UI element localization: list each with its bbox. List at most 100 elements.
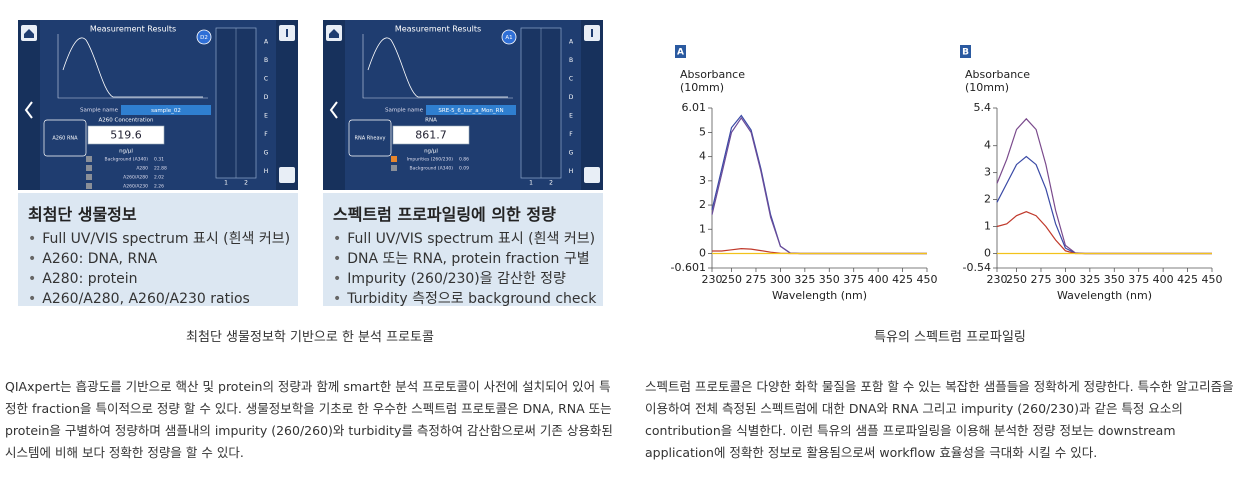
badge-text: A1 [505,35,512,41]
paragraph: QIAxpert는 흡광도를 기반으로 핵산 및 protein의 정량과 함께… [5,379,613,460]
y-tick-label: 4 [699,150,706,163]
plate-col-label: 2 [549,180,553,187]
y-tick-label: 1 [699,222,706,235]
x-tick-label: 350 [819,273,840,286]
badge [501,29,517,45]
x-tick-label: 250 [721,273,742,286]
x-tick-label: 400 [1153,273,1174,286]
bullet-list: Full UV/VIS spectrum 표시 (흰색 커브)A260: DNA… [18,229,298,309]
row-value: 0.31 [154,157,164,163]
back-arrow [329,101,338,119]
x-tick-label: 300 [1055,273,1076,286]
y-tick-label: 5 [699,125,706,138]
info-icon [286,29,288,37]
plate-row-label: G [264,150,269,157]
x-tick-label: 325 [794,273,815,286]
y-tick-label: 3 [984,166,991,179]
row-value: 0.86 [459,157,469,163]
result-label: A260 Concentration [99,118,154,124]
sample-field [426,105,516,115]
x-tick-label: 425 [892,273,913,286]
chart-badge [960,45,971,58]
bullet-item: DNA 또는 RNA, protein fraction 구별 [333,249,603,269]
result-unit: ng/µl [424,149,438,155]
plate-row-label: B [264,57,268,64]
screen-title: Measurement Results [395,25,481,34]
row-icon [86,174,92,180]
result-value: 519.6 [110,129,142,142]
back-arrow [24,101,33,119]
chart-label: A [677,48,684,58]
row-icon [86,183,92,189]
x-tick-label: 300 [770,273,791,286]
x-tick-label: 375 [1128,273,1149,286]
chart-label: B [962,48,969,58]
caption: 최첨단 생물정보학 기반으로 한 분석 프로토콜 [186,330,434,345]
badge [196,29,212,45]
y-axis-label: Absorbance [680,68,745,81]
row-label: Impurities (260/230) [407,157,454,163]
info-icon [591,29,593,37]
row-icon [391,165,397,171]
plate-row-label: A [264,39,269,46]
type-box [348,119,392,157]
bullet-item: A260: DNA, RNA [28,249,298,269]
sample-field [121,105,211,115]
mini-axes [362,34,513,99]
y-axis-label: Absorbance [965,68,1030,81]
y-tick-label: 5.4 [974,101,992,114]
export-button [584,167,600,183]
home-icon [24,29,34,38]
screen-title: Measurement Results [90,25,176,34]
plate-row-label: G [569,150,574,157]
sidebar [276,20,298,190]
value-box [392,125,470,145]
paragraph: 스펙트럼 프로토콜은 다양한 화학 물질을 포함 할 수 있는 복잡한 샘플들을… [645,379,1234,460]
bullet-item: A260/A280, A260/A230 ratios [28,289,298,309]
plate-row-label: F [569,131,573,138]
device-screen: A B C D E F G H 1 2 Measurement Results D2 Sample na… [18,20,298,190]
row-value: 22.88 [154,166,167,172]
row-label: A280 [136,166,148,172]
sample-name: sample_02 [151,108,181,114]
row-value: 0.09 [459,166,469,172]
plate-row-label: D [569,94,574,101]
spectrum-line [711,116,927,255]
mini-spectrum [367,37,508,98]
plate-row-label: E [264,113,268,120]
x-tick-label: 275 [745,273,766,286]
sample-label: Sample name [385,108,424,114]
plate-row-label: H [569,168,574,175]
sample-label: Sample name [80,108,119,114]
row-icon [391,156,397,162]
plate-col-label: 2 [244,180,248,187]
plate-row-label: H [264,168,269,175]
plate-col-label: 1 [529,180,533,187]
bullet-item: Full UV/VIS spectrum 표시 (흰색 커브) [333,229,603,249]
device-screen: A B C D E F G H 1 2 Measurement Results A1 Sample na… [323,20,603,190]
plate-row-label: A [569,39,574,46]
row-value: 2.02 [154,175,164,181]
y-tick-label: 0 [699,246,706,259]
plate-row-label: F [264,131,268,138]
box-title: 스펙트럼 프로파일링에 의한 정량 [333,205,556,224]
spectrum-line [996,155,1212,255]
spectrum-line [712,247,927,255]
y-tick-label: -0.54 [963,261,991,274]
row-label: A260/A230 [123,184,148,190]
result-label: RNA [425,118,437,124]
plate-col-label: 1 [224,180,228,187]
x-tick-label: 450 [1202,273,1223,286]
plate-row-label: B [569,57,573,64]
row-icon [86,156,92,162]
sidebar [581,20,603,190]
feature-box: 스펙트럼 프로파일링에 의한 정량 Full UV/VIS spectrum 표시… [323,193,603,307]
x-axis-label: Wavelength (nm) [772,289,867,302]
x-tick-label: 275 [1030,273,1051,286]
bullet-item: A280: protein [28,269,298,289]
x-tick-label: 230 [702,273,723,286]
x-tick-label: 400 [868,273,889,286]
row-value: 2.26 [154,184,164,190]
